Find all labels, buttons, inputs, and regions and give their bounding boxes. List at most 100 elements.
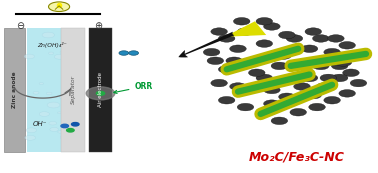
- Circle shape: [279, 31, 295, 39]
- Circle shape: [50, 128, 59, 131]
- Circle shape: [324, 97, 341, 104]
- Circle shape: [60, 50, 68, 54]
- Circle shape: [237, 28, 254, 35]
- Circle shape: [129, 51, 138, 55]
- Circle shape: [218, 66, 235, 73]
- Text: Mo₂C/Fe₃C-NC: Mo₂C/Fe₃C-NC: [248, 150, 344, 163]
- Circle shape: [226, 57, 242, 65]
- Circle shape: [211, 79, 228, 87]
- Circle shape: [67, 124, 76, 128]
- Text: OH⁻: OH⁻: [33, 121, 48, 127]
- Circle shape: [248, 69, 265, 76]
- Circle shape: [39, 112, 50, 116]
- Circle shape: [61, 91, 70, 95]
- Circle shape: [207, 57, 224, 65]
- Circle shape: [73, 120, 78, 122]
- Circle shape: [332, 74, 348, 82]
- Circle shape: [230, 83, 246, 90]
- Circle shape: [71, 122, 79, 126]
- Circle shape: [64, 131, 69, 133]
- Circle shape: [313, 62, 329, 70]
- Circle shape: [66, 72, 75, 76]
- Circle shape: [48, 52, 54, 54]
- Circle shape: [350, 79, 367, 87]
- Bar: [5, 28, 25, 152]
- Circle shape: [70, 102, 76, 104]
- Circle shape: [335, 59, 352, 66]
- Circle shape: [256, 17, 273, 25]
- Circle shape: [46, 92, 52, 95]
- Circle shape: [96, 92, 105, 95]
- Circle shape: [47, 102, 60, 108]
- Circle shape: [263, 86, 280, 94]
- Circle shape: [211, 28, 228, 35]
- Circle shape: [67, 129, 74, 132]
- Circle shape: [68, 72, 80, 77]
- Circle shape: [49, 121, 57, 125]
- Circle shape: [218, 35, 235, 42]
- Circle shape: [316, 83, 333, 90]
- Circle shape: [230, 45, 246, 53]
- Circle shape: [279, 93, 295, 101]
- Circle shape: [263, 23, 280, 30]
- Circle shape: [271, 62, 288, 70]
- Text: Zn(OH)₄²⁻: Zn(OH)₄²⁻: [37, 42, 67, 48]
- Circle shape: [60, 134, 74, 140]
- Circle shape: [339, 90, 355, 97]
- Circle shape: [245, 57, 261, 65]
- Text: ORR: ORR: [114, 82, 153, 93]
- Text: Zinc anode: Zinc anode: [12, 72, 17, 108]
- Circle shape: [54, 54, 65, 59]
- Circle shape: [294, 83, 310, 90]
- Bar: [61, 28, 85, 152]
- Circle shape: [57, 112, 62, 114]
- Circle shape: [26, 128, 37, 133]
- Circle shape: [313, 35, 329, 42]
- Circle shape: [324, 48, 341, 56]
- Circle shape: [42, 32, 54, 38]
- Circle shape: [275, 52, 291, 59]
- Circle shape: [48, 2, 70, 12]
- Circle shape: [86, 87, 115, 100]
- Circle shape: [65, 94, 77, 100]
- Circle shape: [119, 51, 129, 55]
- Circle shape: [305, 91, 322, 99]
- Circle shape: [203, 48, 220, 56]
- Circle shape: [271, 117, 288, 125]
- Bar: [27, 28, 85, 152]
- Circle shape: [286, 35, 303, 42]
- Circle shape: [301, 45, 318, 53]
- Circle shape: [68, 55, 73, 58]
- Polygon shape: [225, 21, 266, 37]
- Circle shape: [33, 91, 39, 94]
- Circle shape: [64, 55, 71, 59]
- Circle shape: [282, 74, 299, 82]
- Circle shape: [237, 103, 254, 111]
- Circle shape: [263, 100, 280, 107]
- Circle shape: [61, 109, 73, 115]
- Circle shape: [301, 74, 318, 82]
- Circle shape: [290, 108, 307, 116]
- Circle shape: [234, 17, 250, 25]
- Circle shape: [66, 34, 73, 37]
- Bar: [89, 28, 112, 152]
- Circle shape: [256, 40, 273, 47]
- Circle shape: [218, 97, 235, 104]
- Circle shape: [24, 54, 34, 59]
- Circle shape: [332, 62, 348, 70]
- Text: ⊕: ⊕: [94, 21, 102, 31]
- Text: ⊖: ⊖: [16, 21, 24, 31]
- Circle shape: [343, 69, 359, 76]
- Circle shape: [61, 124, 68, 128]
- Circle shape: [60, 95, 71, 100]
- Circle shape: [339, 42, 355, 49]
- Circle shape: [256, 74, 273, 82]
- Circle shape: [39, 83, 43, 85]
- Circle shape: [290, 62, 307, 70]
- Text: Separator: Separator: [71, 75, 76, 104]
- Circle shape: [328, 35, 344, 42]
- Circle shape: [25, 135, 36, 140]
- Circle shape: [305, 28, 322, 35]
- Circle shape: [309, 103, 325, 111]
- Circle shape: [320, 74, 337, 82]
